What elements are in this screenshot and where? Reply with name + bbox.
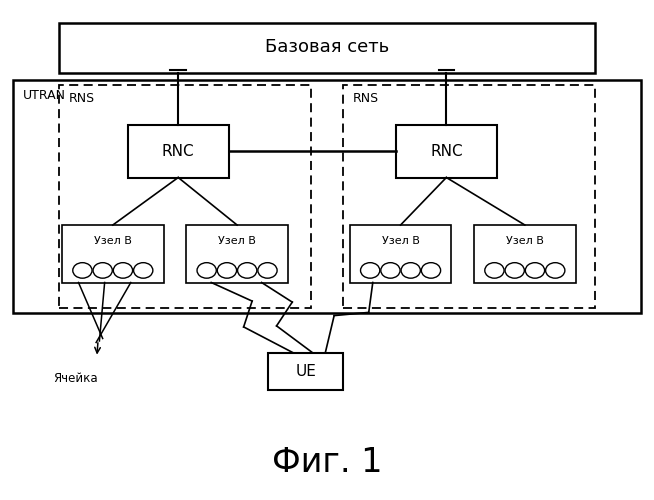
FancyBboxPatch shape [268, 352, 343, 390]
Text: Узел B: Узел B [94, 236, 131, 246]
Text: UE: UE [296, 364, 316, 379]
Ellipse shape [401, 262, 421, 278]
Ellipse shape [545, 262, 565, 278]
Ellipse shape [381, 262, 400, 278]
Ellipse shape [73, 262, 92, 278]
Ellipse shape [525, 262, 545, 278]
Ellipse shape [421, 262, 441, 278]
Ellipse shape [237, 262, 257, 278]
Text: Ячейка: Ячейка [53, 372, 97, 386]
Ellipse shape [258, 262, 277, 278]
Text: Узел B: Узел B [382, 236, 419, 246]
FancyBboxPatch shape [350, 225, 451, 282]
Text: RNS: RNS [69, 92, 95, 106]
Ellipse shape [113, 262, 133, 278]
FancyBboxPatch shape [396, 125, 497, 178]
Ellipse shape [505, 262, 525, 278]
Text: Фиг. 1: Фиг. 1 [272, 446, 382, 479]
FancyBboxPatch shape [128, 125, 229, 178]
Text: Узел B: Узел B [218, 236, 256, 246]
Ellipse shape [133, 262, 153, 278]
Text: Базовая сеть: Базовая сеть [265, 38, 389, 56]
Ellipse shape [485, 262, 504, 278]
Text: UTRAN: UTRAN [23, 89, 66, 102]
Ellipse shape [217, 262, 237, 278]
Ellipse shape [360, 262, 380, 278]
FancyBboxPatch shape [186, 225, 288, 282]
FancyBboxPatch shape [474, 225, 576, 282]
Ellipse shape [93, 262, 112, 278]
Text: RNC: RNC [430, 144, 462, 159]
Text: RNS: RNS [353, 92, 379, 106]
FancyBboxPatch shape [62, 225, 164, 282]
Ellipse shape [197, 262, 216, 278]
FancyBboxPatch shape [59, 22, 595, 72]
FancyBboxPatch shape [13, 80, 641, 312]
Text: Узел B: Узел B [506, 236, 543, 246]
Text: RNC: RNC [162, 144, 194, 159]
